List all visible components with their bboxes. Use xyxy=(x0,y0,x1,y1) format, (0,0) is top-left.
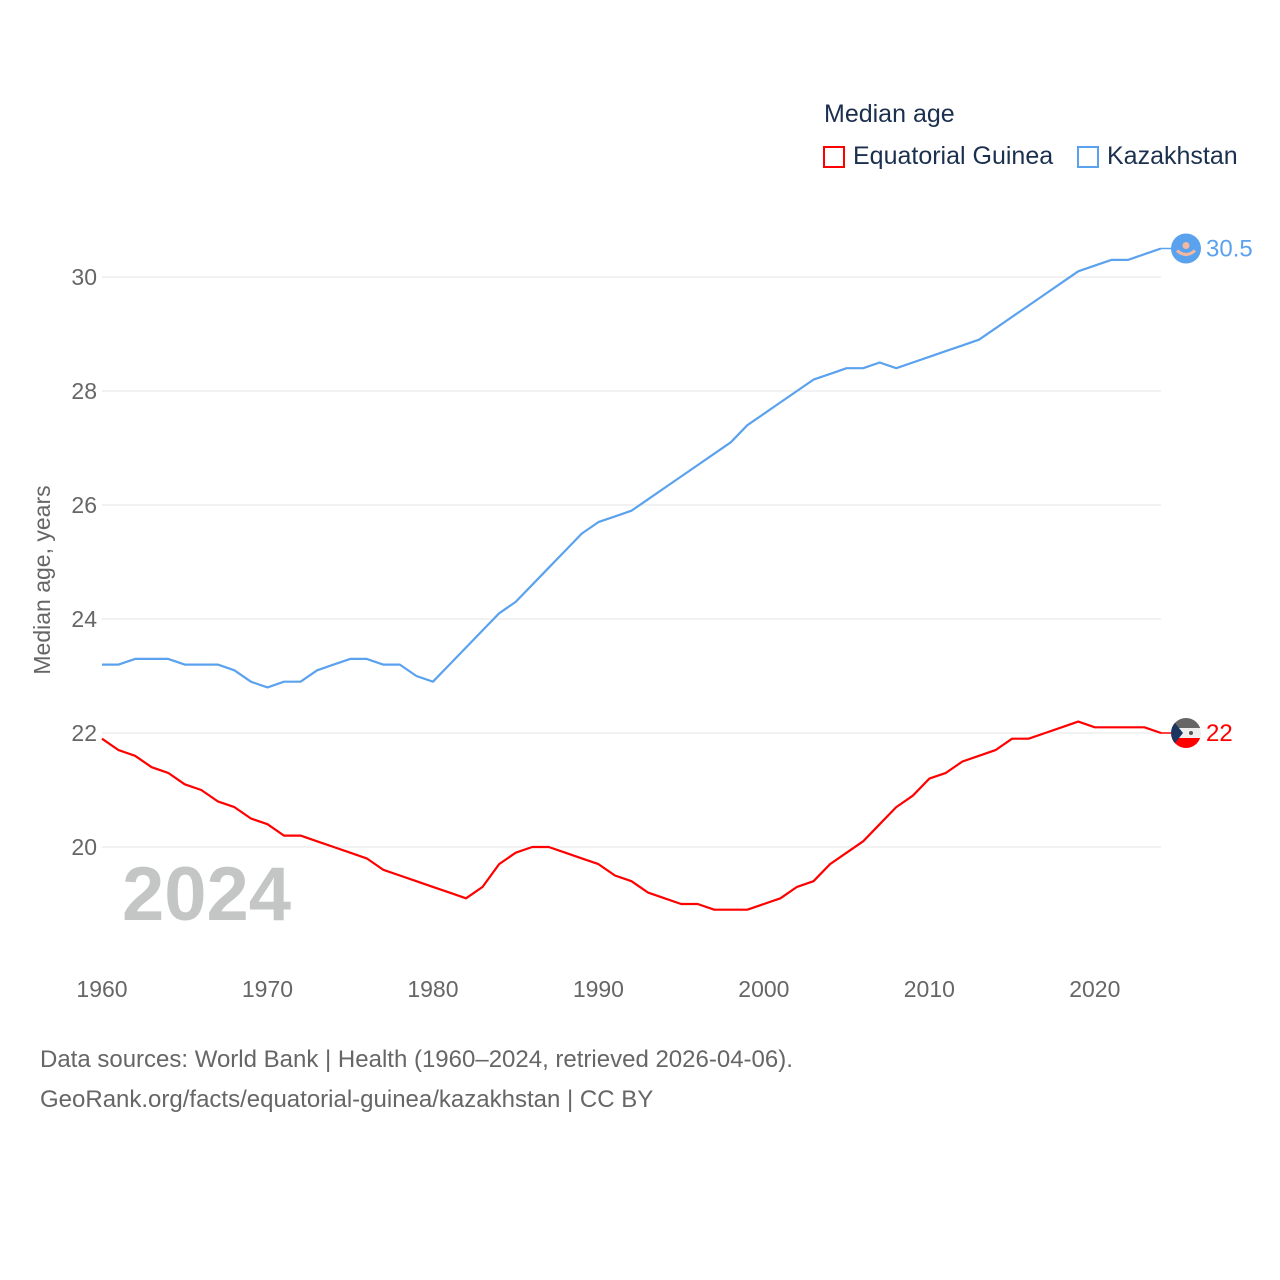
y-tick-label: 22 xyxy=(71,720,97,746)
x-tick-label: 2000 xyxy=(738,976,789,1002)
legend-swatch xyxy=(823,145,845,168)
legend-label: Equatorial Guinea xyxy=(853,142,1054,170)
legend-title: Median age xyxy=(824,100,955,128)
kazakhstan-flag-icon xyxy=(1171,233,1201,264)
legend-swatch xyxy=(1077,145,1099,168)
y-axis-label: Median age, years xyxy=(29,485,55,674)
legend-item-kazakhstan[interactable]: Kazakhstan xyxy=(1077,142,1238,171)
year-watermark: 2024 xyxy=(122,852,291,937)
series-line-kazakhstan xyxy=(102,247,1162,689)
source-line-1: Data sources: World Bank | Health (1960–… xyxy=(40,1046,793,1073)
y-tick-label: 20 xyxy=(71,834,97,860)
x-tick-label: 1970 xyxy=(242,976,293,1002)
equatorial-guinea-flag-icon xyxy=(1171,718,1201,748)
x-tick-label: 1960 xyxy=(76,976,127,1002)
y-tick-label: 26 xyxy=(71,492,97,518)
source-line-2[interactable]: GeoRank.org/facts/equatorial-guinea/kaza… xyxy=(40,1086,654,1113)
x-tick-label: 2020 xyxy=(1069,976,1120,1002)
y-tick-label: 30 xyxy=(71,264,97,290)
end-value-label: 22 xyxy=(1206,720,1233,747)
x-tick-label: 2010 xyxy=(904,976,955,1002)
legend-item-equatorial-guinea[interactable]: Equatorial Guinea xyxy=(823,142,1053,171)
y-tick-label: 28 xyxy=(71,378,97,404)
legend-label: Kazakhstan xyxy=(1107,142,1238,170)
x-tick-label: 1980 xyxy=(407,976,458,1002)
x-tick-label: 1990 xyxy=(573,976,624,1002)
end-value-label: 30.5 xyxy=(1206,236,1253,263)
y-tick-label: 24 xyxy=(71,606,97,632)
series-line-equatorial-guinea xyxy=(101,720,1162,911)
